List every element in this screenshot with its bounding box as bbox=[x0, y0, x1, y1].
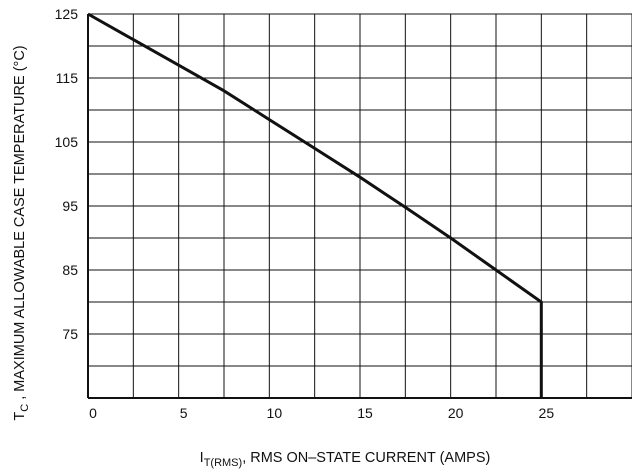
y-axis-symbol: T bbox=[12, 412, 28, 421]
x-tick-label-5: 25 bbox=[539, 405, 555, 421]
y-tick-label-0: 125 bbox=[55, 6, 79, 22]
y-tick-label-1: 115 bbox=[56, 70, 79, 86]
y-tick-label-3: 95 bbox=[62, 198, 78, 214]
y-tick-label-4: 85 bbox=[62, 262, 78, 278]
series-layer bbox=[87, 12, 543, 398]
x-tick-label-2: 10 bbox=[267, 405, 283, 421]
y-axis-text: , MAXIMUM ALLOWABLE CASE TEMPERATURE (°C… bbox=[12, 45, 28, 403]
x-axis-subscript: T(RMS) bbox=[204, 457, 243, 469]
x-tick-label-4: 20 bbox=[448, 405, 464, 421]
x-tick-label-3: 15 bbox=[357, 405, 373, 421]
grid bbox=[87, 13, 632, 399]
y-tick-label-5: 75 bbox=[62, 326, 78, 342]
derating-curve-0 bbox=[87, 12, 543, 398]
x-axis-label: IT(RMS), RMS ON–STATE CURRENT (AMPS) bbox=[200, 450, 491, 469]
x-tick-label-0: 0 bbox=[89, 405, 97, 421]
x-tick-label-1: 5 bbox=[180, 405, 188, 421]
y-axis-label: TC , MAXIMUM ALLOWABLE CASE TEMPERATURE … bbox=[12, 45, 31, 420]
y-tick-label-2: 105 bbox=[55, 134, 79, 150]
x-axis-symbol: I bbox=[200, 450, 204, 466]
y-axis-subscript: C bbox=[19, 404, 31, 412]
tick-labels: 0 5 10 15 20 25 125 115 105 95 85 75 bbox=[55, 6, 555, 421]
x-axis-text: , RMS ON–STATE CURRENT (AMPS) bbox=[242, 450, 490, 466]
